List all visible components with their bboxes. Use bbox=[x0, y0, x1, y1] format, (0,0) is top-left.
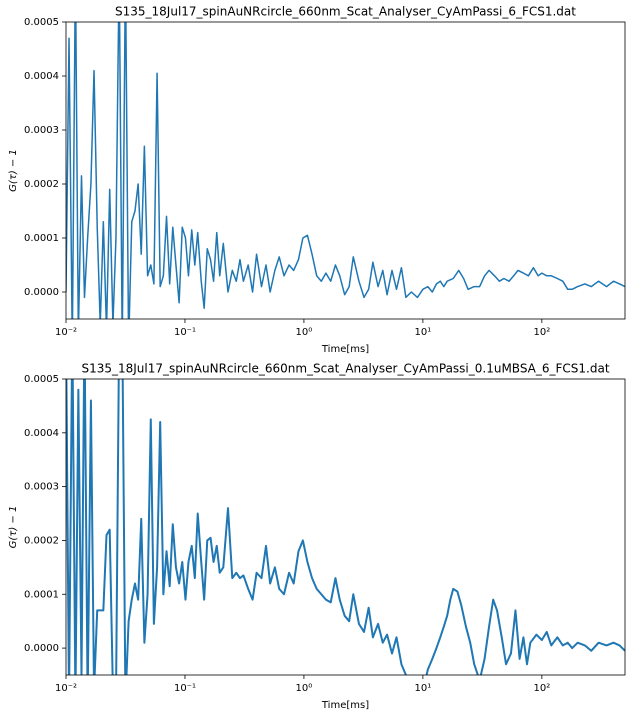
y-axis-label: G(τ) − 1 bbox=[8, 149, 19, 192]
y-tick-label: 0.0002 bbox=[24, 179, 59, 190]
y-tick-label: 0.0005 bbox=[24, 17, 59, 28]
x-tick-label: 10² bbox=[533, 683, 550, 694]
chart-title: S135_18Jul17_spinAuNRcircle_660nm_Scat_A… bbox=[81, 362, 609, 376]
y-tick-label: 0.0003 bbox=[24, 482, 59, 493]
x-tick-label: 10² bbox=[533, 327, 550, 338]
y-tick-label: 0.0002 bbox=[24, 535, 59, 546]
x-tick-label: 10⁻¹ bbox=[174, 683, 196, 694]
y-tick-label: 0.0004 bbox=[24, 71, 59, 82]
axes-frame bbox=[65, 378, 626, 676]
x-axis-label: Time[ms] bbox=[321, 700, 369, 711]
axes-frame bbox=[65, 21, 626, 320]
y-tick-label: 0.0001 bbox=[24, 589, 59, 600]
y-tick-label: 0.0000 bbox=[24, 643, 59, 654]
y-tick-label: 0.0004 bbox=[24, 428, 59, 439]
y-tick-label: 0.0003 bbox=[24, 125, 59, 136]
x-tick-label: 10⁻¹ bbox=[174, 327, 196, 338]
data-line bbox=[66, 22, 625, 319]
y-tick-label: 0.0001 bbox=[24, 233, 59, 244]
y-axis-label: G(τ) − 1 bbox=[8, 506, 19, 549]
data-line bbox=[66, 379, 625, 675]
x-axis-label: Time[ms] bbox=[321, 344, 369, 355]
x-tick-label: 10⁻² bbox=[55, 327, 77, 338]
y-tick-label: 0.0005 bbox=[24, 374, 59, 385]
x-tick-label: 10⁰ bbox=[296, 327, 313, 338]
x-tick-label: 10¹ bbox=[415, 327, 432, 338]
x-tick-label: 10⁻² bbox=[55, 683, 77, 694]
x-tick-label: 10⁰ bbox=[296, 683, 313, 694]
chart-title: S135_18Jul17_spinAuNRcircle_660nm_Scat_A… bbox=[115, 5, 576, 19]
y-tick-label: 0.0000 bbox=[24, 287, 59, 298]
x-tick-label: 10¹ bbox=[415, 683, 432, 694]
